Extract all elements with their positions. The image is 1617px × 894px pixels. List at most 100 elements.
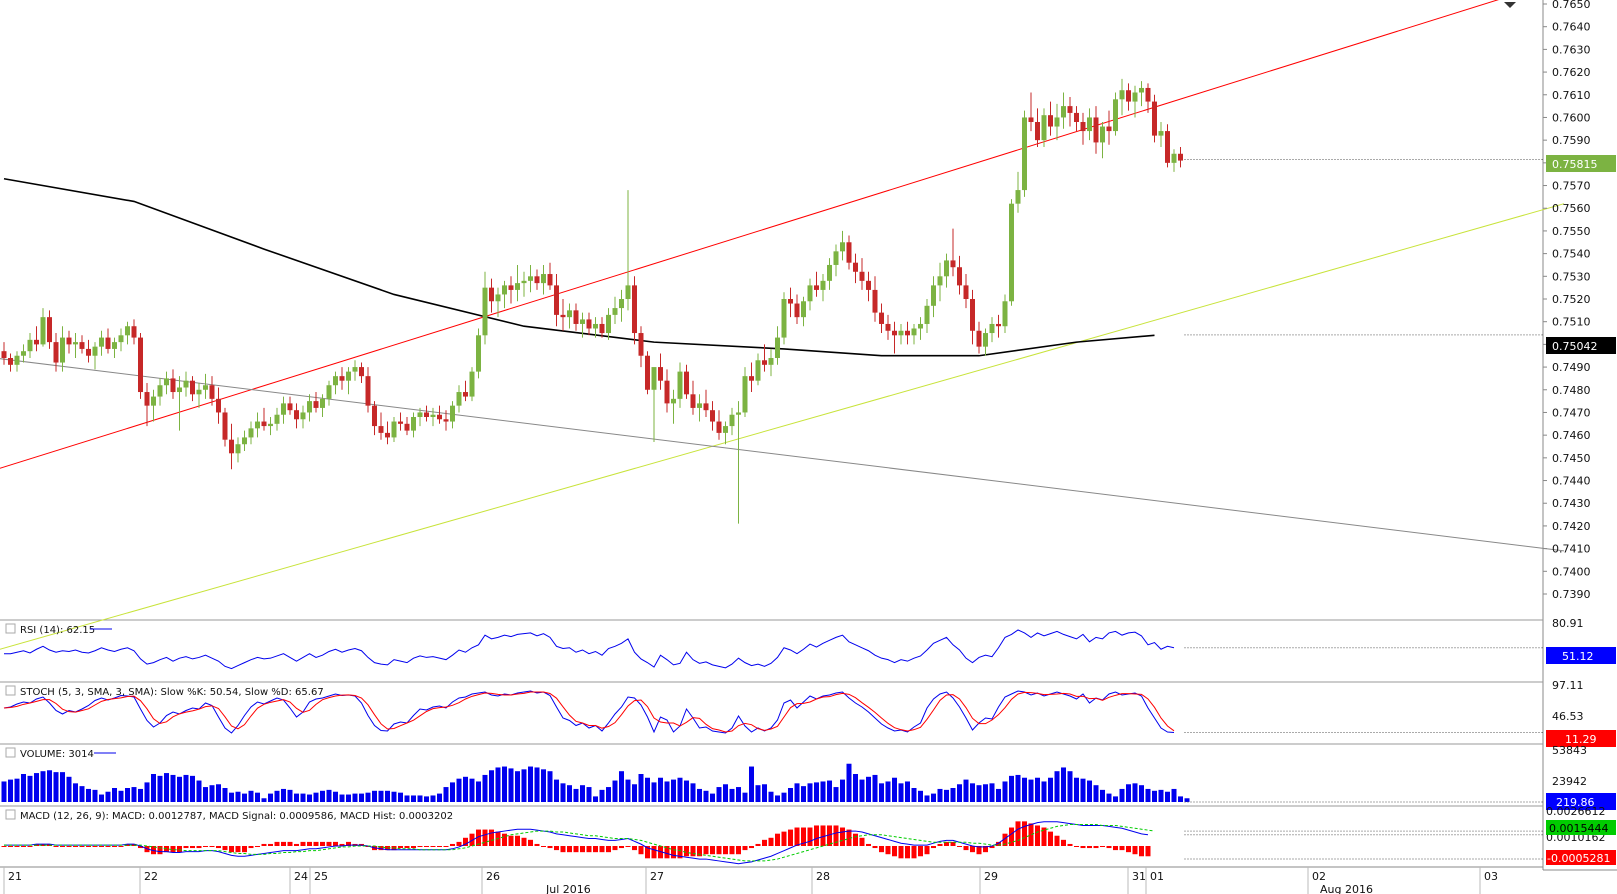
- candle-body: [697, 403, 702, 408]
- candle-body: [671, 398, 676, 404]
- close-rsi-icon[interactable]: [5, 623, 16, 634]
- candle-body: [437, 414, 442, 420]
- candle-body: [313, 401, 319, 408]
- macd-hist-bar: [573, 846, 579, 853]
- volume-bar: [996, 788, 1001, 802]
- volume-bar: [638, 774, 644, 802]
- candle-body: [430, 414, 436, 417]
- volume-bar: [879, 783, 884, 802]
- macd-hist-bar: [346, 841, 351, 846]
- candle-body: [924, 305, 930, 324]
- volume-bar: [716, 787, 722, 802]
- macd-hist-bar: [203, 846, 208, 847]
- candle-body: [333, 376, 338, 386]
- macd-hist-bar: [606, 846, 611, 853]
- volume-bar: [131, 787, 137, 802]
- volume-bar: [645, 777, 650, 802]
- macd-hist-bar: [1067, 843, 1073, 846]
- macd-hist-bar: [1061, 839, 1066, 846]
- macd-indicator: [1, 821, 1543, 865]
- close-stoch-icon[interactable]: [5, 685, 16, 696]
- volume-bar: [164, 773, 169, 802]
- volume-bar: [762, 784, 767, 802]
- volume-bar: [255, 792, 260, 802]
- macd-hist-bar: [879, 846, 884, 853]
- candle-body: [456, 392, 462, 406]
- volume-bar: [1015, 774, 1021, 802]
- volume-bar: [1028, 779, 1034, 802]
- macd-hist-bar: [242, 846, 247, 853]
- volume-bar: [21, 774, 26, 802]
- volume-bar: [911, 788, 917, 802]
- candle-body: [1145, 87, 1151, 102]
- candle-body: [632, 285, 637, 334]
- candle-body: [443, 419, 449, 422]
- volume-bar: [736, 787, 741, 802]
- volume-bar: [1145, 788, 1151, 802]
- macd-hist-bar: [547, 846, 553, 849]
- candle-body: [931, 285, 936, 306]
- volume-bar: [203, 787, 208, 802]
- collapse-arrow-icon[interactable]: [1504, 2, 1516, 8]
- candle-body: [183, 380, 189, 388]
- macd-hist-bar: [79, 846, 85, 847]
- macd-hist-bar: [996, 841, 1001, 846]
- volume-bar: [521, 769, 527, 802]
- candle-body: [879, 312, 884, 324]
- candle-body: [976, 330, 982, 347]
- volume-bar: [261, 798, 267, 802]
- candle-body: [775, 337, 780, 358]
- macd-hist-bar: [66, 846, 72, 847]
- candle-body: [1152, 101, 1157, 136]
- svg-text:219.86: 219.86: [1556, 796, 1595, 809]
- volume-bar: [274, 790, 280, 802]
- macd-hist-bar: [489, 829, 494, 846]
- volume-bar: [40, 771, 46, 802]
- candle-body: [1074, 112, 1079, 122]
- candle-body: [593, 323, 598, 329]
- close-macd-icon[interactable]: [5, 809, 16, 820]
- candle-body: [1041, 115, 1047, 141]
- volume-bar: [242, 793, 247, 802]
- macd-hist-bar: [807, 827, 813, 846]
- candle-body: [190, 380, 195, 395]
- macd-hist-bar: [801, 827, 806, 846]
- candle-body: [567, 310, 572, 318]
- candle-body: [729, 414, 735, 427]
- candle-body: [1106, 126, 1112, 132]
- candle-body: [918, 323, 923, 329]
- macd-hist-bar: [554, 846, 559, 851]
- volume-bar: [1165, 791, 1170, 802]
- macd-hist-bar: [619, 846, 624, 849]
- candle-body: [1009, 203, 1014, 302]
- volume-bar: [547, 771, 553, 802]
- macd-hist-bar: [911, 846, 917, 859]
- volume-bar: [216, 784, 221, 802]
- volume-bar: [86, 788, 91, 802]
- close-volume-icon[interactable]: [5, 747, 16, 758]
- macd-hist-bar: [1074, 846, 1079, 847]
- candle-body: [736, 412, 741, 415]
- macd-line: [4, 821, 1149, 865]
- candle-body: [547, 274, 553, 286]
- candle-body: [131, 326, 137, 338]
- volume-bar: [606, 787, 611, 802]
- volume-bar: [281, 788, 286, 802]
- candle-body: [502, 285, 507, 295]
- candle-body: [79, 342, 85, 349]
- macd-hist-bar: [60, 846, 65, 847]
- macd-hist-bar: [1106, 846, 1112, 849]
- volume-bar: [924, 795, 930, 802]
- candle-body: [495, 294, 501, 302]
- volume-bar: [1158, 789, 1164, 802]
- volume-bar: [333, 791, 338, 802]
- candle-body: [742, 376, 748, 413]
- candle-body: [872, 289, 878, 313]
- volume-bar: [677, 777, 683, 802]
- volume-bar: [456, 778, 462, 802]
- macd-hist-bar: [866, 843, 871, 846]
- candle-body: [664, 380, 670, 404]
- volume-bar: [92, 789, 98, 802]
- volume-bar: [619, 771, 624, 802]
